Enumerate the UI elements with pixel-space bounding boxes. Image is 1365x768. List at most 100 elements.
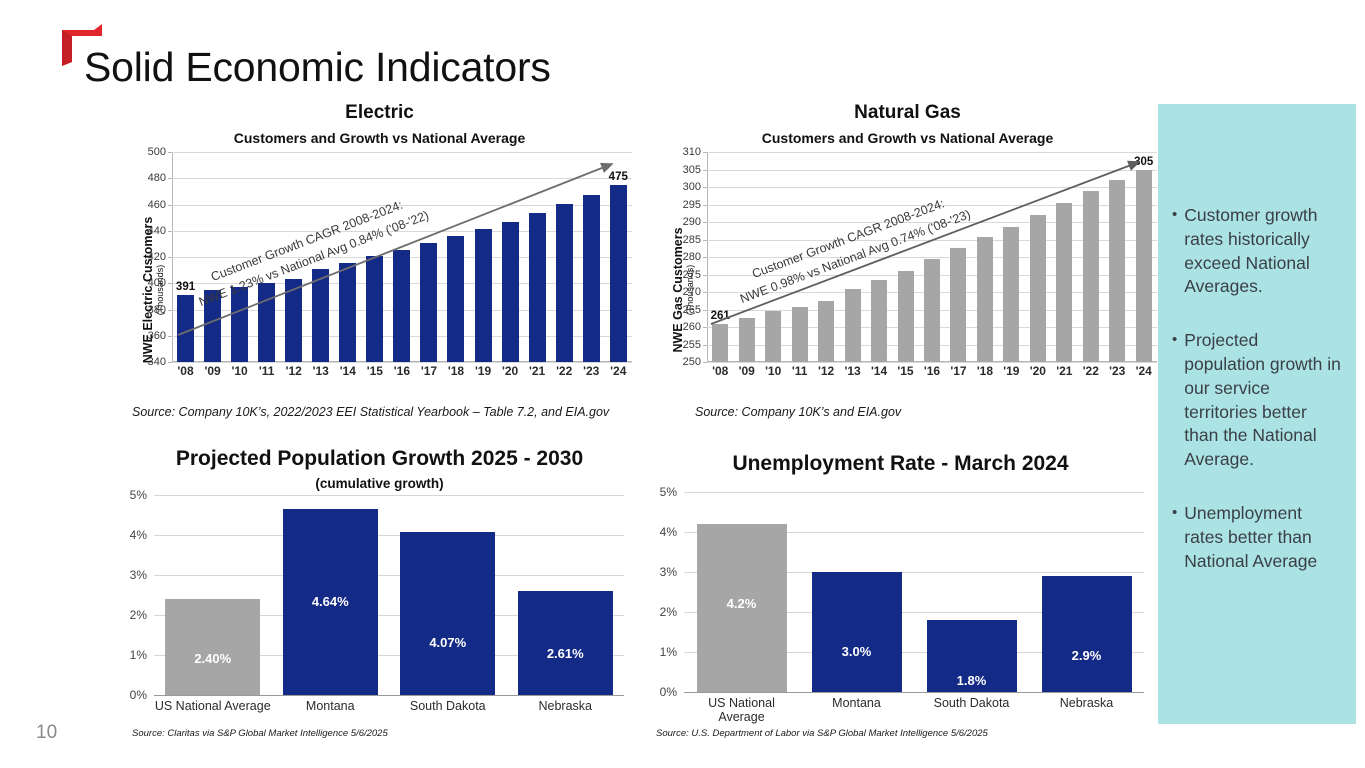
y-axis-tick-label: 250: [682, 356, 701, 368]
bar: [1029, 214, 1046, 362]
bar-data-label: 4.07%: [429, 635, 467, 651]
y-axis-tick-label: 5%: [129, 488, 147, 502]
chart-electric: Electric Customers and Growth vs Nationa…: [122, 100, 637, 435]
bar: [897, 271, 914, 362]
bar-data-label: 2.61%: [546, 645, 584, 661]
bar-column: [1104, 152, 1130, 362]
chart-population-title: Projected Population Growth 2025 - 2030: [175, 447, 584, 470]
x-axis-tick-label: South Dakota: [933, 696, 1010, 710]
x-axis-tick-label: '19: [474, 364, 492, 378]
y-axis-tick-label: 5%: [659, 485, 677, 499]
gridline: [707, 362, 1157, 363]
chart-electric-source: Source: Company 10K’s, 2022/2023 EEI Sta…: [132, 405, 610, 419]
x-axis-tick-label: '23: [583, 364, 600, 378]
chart-population-growth: Projected Population Growth 2025 - 2030 …: [122, 445, 637, 745]
bar-column: [334, 152, 361, 362]
bullet-text: Projected population growth in our servi…: [1184, 330, 1341, 470]
bar-column: [919, 152, 945, 362]
bar: 4.2%: [696, 524, 787, 692]
y-axis-tick-label: 295: [682, 198, 701, 211]
bar-value-label: 305: [1134, 155, 1154, 168]
y-axis-tick-label: 340: [147, 356, 166, 368]
y-axis-tick-label: 3%: [659, 565, 677, 579]
bar-column: 391: [172, 152, 199, 362]
bar-column: [361, 152, 388, 362]
x-axis-tick-label: '08: [712, 364, 729, 378]
y-axis-tick-mark: [703, 239, 707, 241]
bar-data-label: 2.9%: [1071, 648, 1102, 663]
x-axis-tick-label: '15: [366, 364, 383, 378]
chart-unemployment: Unemployment Rate - March 2024 0% 1% 2% 3% 4…: [648, 445, 1153, 745]
y-axis-tick-label: 275: [682, 268, 701, 281]
y-axis-tick-label: 260: [682, 321, 701, 333]
y-axis-tick-mark: [703, 292, 707, 293]
bar: [818, 301, 835, 362]
bar-column: [945, 152, 971, 362]
y-axis-tick-mark: [168, 204, 172, 206]
bar: 1.8%: [926, 620, 1017, 692]
bar: [528, 213, 546, 362]
x-axis-tick-label: '11: [791, 364, 808, 378]
bar: [420, 242, 438, 362]
bar: [1109, 179, 1126, 362]
y-axis-tick-label: 310: [682, 146, 701, 158]
bar: [393, 249, 411, 362]
bar: [1056, 203, 1073, 362]
bar-column: 475: [605, 152, 632, 362]
bar: [923, 259, 940, 362]
bar: [285, 279, 303, 362]
x-axis-tick-label: Montana: [832, 696, 881, 710]
y-axis-tick-label: 280: [682, 251, 701, 263]
bullet-dot-icon: •: [1172, 331, 1178, 349]
x-axis-tick-label: '14: [870, 364, 888, 378]
chart-unemployment-title: Unemployment Rate - March 2024: [732, 452, 1069, 475]
x-axis-tick-label: '16: [923, 364, 941, 378]
y-axis-tick-label: 3%: [129, 568, 147, 582]
x-axis-tick-label: US National Average: [708, 696, 775, 724]
bar: 4.64%: [282, 509, 378, 695]
x-axis-tick-label: '09: [738, 364, 755, 378]
bar: [1003, 226, 1020, 362]
y-axis-tick-label: 270: [682, 286, 701, 298]
y-axis-tick-mark: [168, 230, 172, 232]
x-axis-tick-label: '10: [231, 364, 248, 378]
x-axis-tick-label: '12: [285, 364, 302, 378]
x-axis-tick-label: US National Average: [154, 699, 271, 713]
y-axis-tick-label: 1%: [659, 645, 677, 659]
y-axis-tick-label: 460: [147, 198, 166, 211]
bars-layer: 261 305: [707, 152, 1157, 362]
y-axis-tick-label: 400: [147, 277, 166, 290]
chart-unemployment-plot: 0% 1% 2% 3% 4% 5% 4.2% 3.0% 1.8% 2.9% US Nationa…: [660, 485, 1144, 724]
y-axis-tick-label: 380: [147, 303, 166, 316]
bar: 2.40%: [165, 599, 261, 695]
y-axis-tick-label: 305: [682, 163, 701, 176]
gridline: [154, 495, 624, 496]
bar-column: 3.0%: [799, 492, 914, 692]
bar: [474, 229, 492, 362]
bar-column: [578, 152, 605, 362]
y-axis-tick-label: 290: [682, 216, 701, 228]
x-axis-tick-label: '13: [312, 364, 329, 378]
x-axis-tick-label: '12: [818, 364, 835, 378]
x-axis-tick-label: '08: [177, 364, 194, 378]
x-axis-tick-label: '13: [844, 364, 861, 378]
y-axis-tick-label: 255: [682, 338, 701, 351]
x-axis-tick-label: Nebraska: [1059, 696, 1114, 710]
y-axis-tick-mark: [168, 362, 172, 363]
bar-column: [733, 152, 759, 362]
y-axis-tick-label: 440: [147, 224, 166, 237]
x-axis-tick-label: '23: [1109, 364, 1126, 378]
gridline: [684, 612, 1144, 613]
bar: [609, 184, 627, 362]
x-axis: '08 '09 '10 '11 '12 '13 '14 '15 '16 '17 '18 '19 '20 '…: [707, 364, 1157, 378]
bar-column: [972, 152, 998, 362]
y-axis-tick-label: 285: [682, 233, 701, 246]
bar-column: [998, 152, 1024, 362]
y-axis-tick-mark: [703, 257, 707, 258]
gridline: [172, 152, 632, 153]
x-axis-tick-label: '14: [339, 364, 356, 378]
bar: 2.9%: [1041, 576, 1132, 692]
page-title: Solid Economic Indicators: [84, 44, 551, 90]
x-axis-tick-label: '16: [393, 364, 410, 378]
x-axis: US National Average Montana South Dakota Ne…: [154, 699, 624, 713]
